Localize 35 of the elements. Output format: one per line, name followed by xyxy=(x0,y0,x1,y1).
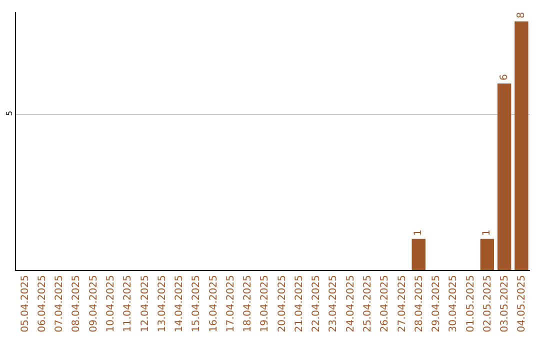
x-tick-label: 16.04.2025 xyxy=(208,275,220,332)
x-tick-label: 10.04.2025 xyxy=(105,275,116,332)
x-tick-label: 29.04.2025 xyxy=(431,275,442,332)
x-tick-label: 11.04.2025 xyxy=(122,275,134,332)
x-tick-label: 25.04.2025 xyxy=(362,275,374,332)
x-tick-label: 15.04.2025 xyxy=(191,275,202,332)
x-tick-label: 05.04.2025 xyxy=(20,275,31,332)
x-tick-label: 21.04.2025 xyxy=(294,275,305,332)
y-tick-label: 5 xyxy=(4,110,14,116)
x-tick-label: 17.04.2025 xyxy=(225,275,236,332)
x-tick-label: 06.04.2025 xyxy=(36,275,48,332)
x-tick-label: 13.04.2025 xyxy=(156,275,168,332)
x-tick-label: 02.05.2025 xyxy=(482,275,494,332)
data-label: 1 xyxy=(482,230,493,236)
x-tick-label: 26.04.2025 xyxy=(380,275,391,332)
x-tick-label: 01.05.2025 xyxy=(465,275,476,332)
x-tick-label: 24.04.2025 xyxy=(345,275,356,332)
data-label: 1 xyxy=(413,230,424,236)
x-tick-label: 27.04.2025 xyxy=(396,275,408,332)
x-tick-label: 12.04.2025 xyxy=(140,275,151,332)
x-tick-label: 09.04.2025 xyxy=(88,275,100,332)
x-tick-label: 07.04.2025 xyxy=(54,275,66,332)
data-label: 8 xyxy=(516,12,527,18)
x-tick-label: 19.04.2025 xyxy=(260,275,271,332)
x-tick-label: 20.04.2025 xyxy=(276,275,288,332)
x-tick-label: 22.04.2025 xyxy=(311,275,322,332)
x-tick-label: 23.04.2025 xyxy=(328,275,340,332)
x-tick-label: 04.05.2025 xyxy=(516,275,528,332)
x-tick-label: 30.04.2025 xyxy=(448,275,460,332)
data-label: 6 xyxy=(498,74,510,80)
x-tick-label: 28.04.2025 xyxy=(414,275,425,332)
x-tick-label: 03.05.2025 xyxy=(500,275,511,332)
x-tick-label: 18.04.2025 xyxy=(242,275,254,332)
x-tick-label: 08.04.2025 xyxy=(71,275,82,332)
x-tick-label: 14.04.2025 xyxy=(174,275,186,332)
